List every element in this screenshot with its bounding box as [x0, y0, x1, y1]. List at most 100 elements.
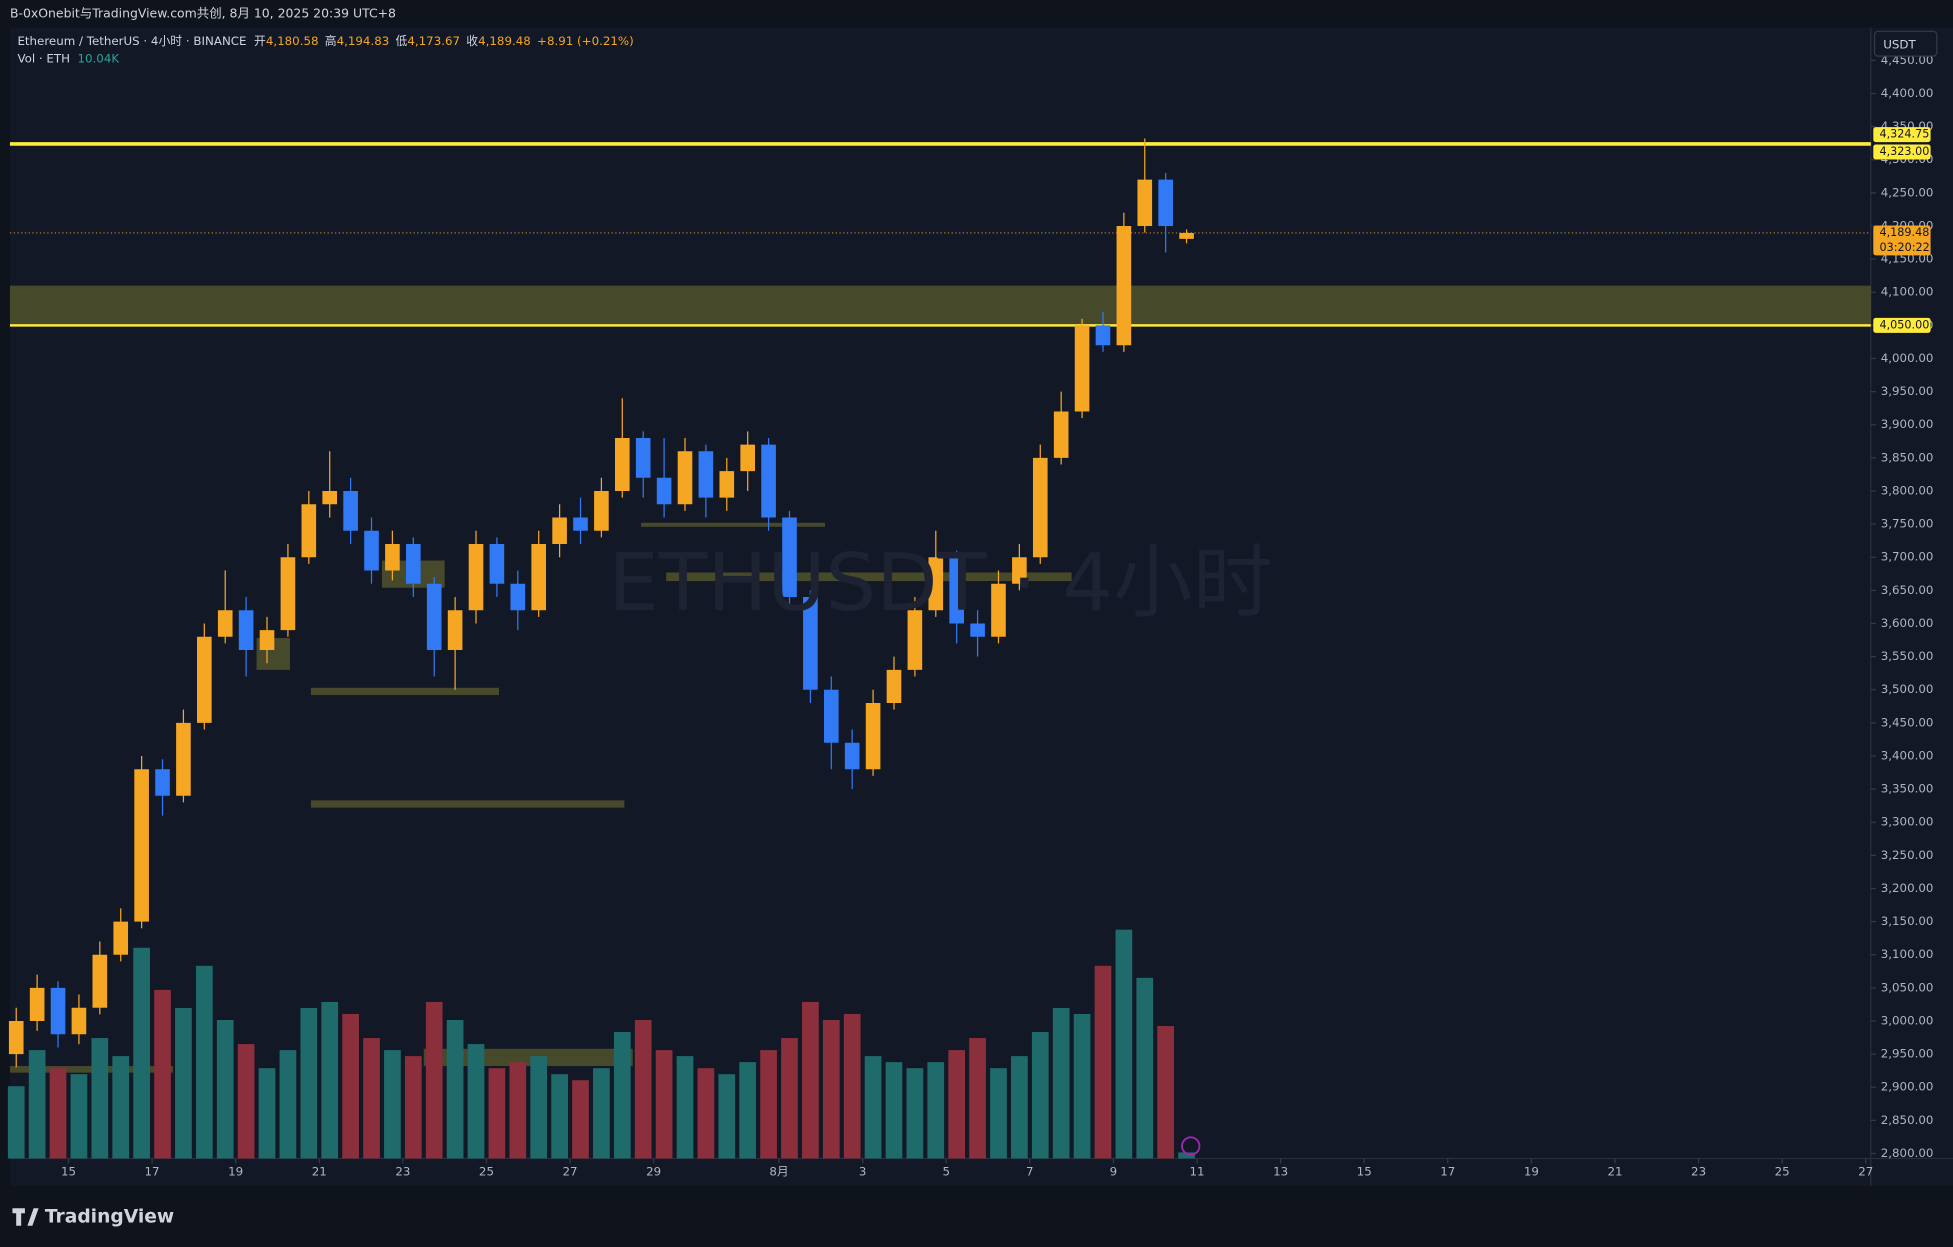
candle-body: [280, 557, 296, 631]
level-tag: [1873, 144, 1931, 160]
volume-value: 10.04K: [77, 51, 119, 65]
volume-bar: [7, 1086, 25, 1159]
x-tick-label: 5: [942, 1165, 950, 1179]
x-tick-label: 19: [1524, 1165, 1539, 1179]
volume-bar: [258, 1068, 276, 1159]
volume-bar: [1031, 1032, 1049, 1159]
candle-body: [426, 583, 442, 650]
candle-body: [217, 610, 233, 637]
candle-body: [176, 722, 191, 796]
alert-icon[interactable]: [1181, 1136, 1201, 1156]
volume-bar: [906, 1068, 924, 1159]
volume-legend: Vol · ETH 10.04K: [17, 51, 119, 65]
volume-bar: [70, 1074, 88, 1159]
candle-body: [71, 1007, 87, 1035]
low-label: 低: [396, 34, 408, 48]
candle-body: [614, 437, 630, 491]
x-tick-label: 13: [1273, 1165, 1288, 1179]
volume-bar: [28, 1050, 46, 1159]
volume-bar: [927, 1062, 945, 1159]
y-tick-label: 3,800.00: [1881, 483, 1934, 497]
x-tick-label: 15: [61, 1165, 76, 1179]
volume-bar: [509, 1062, 527, 1159]
candle-body: [29, 987, 45, 1021]
zone: [641, 522, 826, 527]
volume-bar: [634, 1019, 652, 1159]
candle-body: [635, 437, 651, 478]
candle-body: [322, 490, 338, 505]
volume-bar: [551, 1074, 568, 1159]
candle-body: [447, 610, 463, 650]
candle-body: [92, 954, 108, 1008]
candle-body: [865, 702, 881, 770]
volume-bar: [1094, 965, 1112, 1159]
candle-body: [991, 583, 1006, 637]
volume-bar: [1011, 1056, 1028, 1159]
level-tag: [1873, 127, 1931, 143]
volume-bar: [655, 1050, 673, 1159]
high-label: 高: [325, 34, 337, 48]
candle-body: [886, 669, 902, 703]
zone: [666, 572, 1072, 582]
y-tick-label: 3,850.00: [1881, 450, 1934, 464]
volume-bar: [279, 1050, 297, 1159]
volume-bar: [739, 1062, 757, 1159]
candle-body: [238, 610, 254, 650]
volume-bar: [760, 1050, 777, 1159]
watermark: ETHUSDT · 4小时: [608, 536, 1272, 629]
footer: [0, 1185, 1953, 1247]
volume-bar: [1157, 1026, 1175, 1159]
x-tick-label: 23: [395, 1165, 410, 1179]
candle-body: [1158, 179, 1173, 226]
candle-body: [405, 543, 421, 584]
candle-body: [1179, 232, 1194, 239]
volume-bar: [488, 1068, 506, 1159]
x-tick-label: 3: [859, 1165, 867, 1179]
currency-button[interactable]: [1873, 30, 1938, 57]
candle-body: [656, 477, 672, 505]
x-tick-label: 17: [145, 1165, 160, 1179]
volume-bar: [1052, 1007, 1070, 1159]
candle-body: [970, 623, 985, 637]
volume-bar: [948, 1050, 966, 1159]
y-tick-label: 3,900.00: [1881, 417, 1934, 431]
y-tick-label: 3,400.00: [1881, 748, 1934, 762]
candle-body: [301, 504, 317, 558]
level-tag-label: 4,324.75: [1880, 128, 1930, 141]
x-tick-label: 27: [1858, 1165, 1873, 1179]
volume-label: Vol · ETH: [17, 51, 70, 65]
candle-body: [1053, 411, 1069, 458]
low-value: 4,173.67: [407, 34, 460, 48]
y-tick-label: 2,850.00: [1881, 1113, 1934, 1127]
logo-text: TradingView: [45, 1206, 174, 1227]
candle-body: [949, 557, 964, 624]
volume-bar: [572, 1080, 589, 1159]
x-tick-label: 11: [1189, 1165, 1204, 1179]
y-tick-label: 4,000.00: [1881, 351, 1934, 365]
y-tick-label: 3,200.00: [1881, 881, 1934, 895]
x-tick-label: 21: [312, 1165, 327, 1179]
volume-bar: [112, 1056, 130, 1159]
y-tick-label: 3,550.00: [1881, 649, 1934, 663]
y-tick-label: 4,400.00: [1881, 86, 1934, 100]
volume-bar: [467, 1044, 485, 1159]
volume-bar: [195, 965, 213, 1159]
volume-bar: [363, 1038, 380, 1159]
candle-body: [531, 543, 547, 611]
close-value: 4,189.48: [478, 34, 531, 48]
candle-body: [907, 610, 923, 670]
volume-bar: [1073, 1013, 1091, 1159]
volume-bar: [216, 1019, 234, 1159]
y-tick-label: 3,950.00: [1881, 384, 1934, 398]
candle-body: [50, 987, 66, 1035]
zone: [310, 687, 499, 696]
volume-bar: [446, 1019, 464, 1159]
level-tag-label: 4,050.00: [1880, 318, 1930, 331]
y-tick-label: 3,500.00: [1881, 682, 1934, 696]
x-tick-label: 17: [1440, 1165, 1455, 1179]
candle-body: [698, 451, 714, 498]
volume-bar: [530, 1056, 548, 1159]
y-tick-label: 3,450.00: [1881, 715, 1934, 729]
candle-body: [197, 636, 212, 723]
